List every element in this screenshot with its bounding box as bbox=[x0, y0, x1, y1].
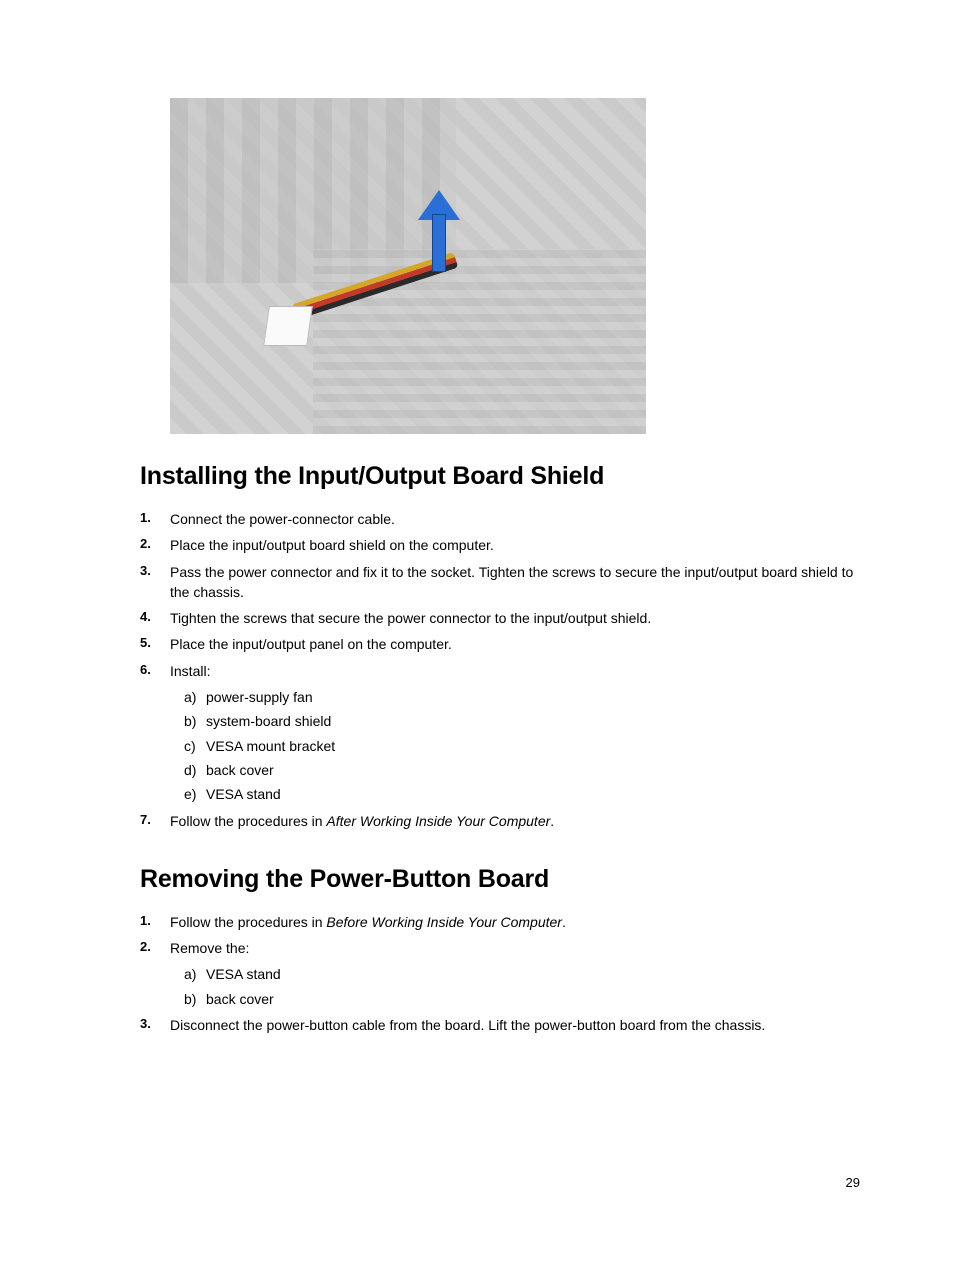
substeps-list: a) power-supply fan b) system-board shie… bbox=[184, 687, 860, 804]
substep-text: VESA stand bbox=[206, 786, 281, 802]
section-heading-install-io-shield: Installing the Input/Output Board Shield bbox=[140, 462, 860, 491]
step-text: Install: bbox=[170, 663, 210, 679]
step-number: 3. bbox=[140, 562, 151, 581]
step-number: 2. bbox=[140, 938, 151, 957]
substep-text: back cover bbox=[206, 991, 274, 1007]
step-item: 5. Place the input/output panel on the c… bbox=[140, 634, 860, 654]
substep-item: e) VESA stand bbox=[184, 784, 860, 804]
substep-item: c) VESA mount bracket bbox=[184, 736, 860, 756]
motherboard-figure bbox=[170, 98, 646, 434]
step-text: Place the input/output board shield on t… bbox=[170, 537, 494, 553]
step-text: Connect the power-connector cable. bbox=[170, 511, 395, 527]
step-text: Pass the power connector and fix it to t… bbox=[170, 564, 853, 600]
substep-letter: b) bbox=[184, 711, 196, 731]
step-text-before: Follow the procedures in bbox=[170, 914, 326, 930]
step-item: 2. Place the input/output board shield o… bbox=[140, 535, 860, 555]
step-number: 6. bbox=[140, 661, 151, 680]
substep-item: a) VESA stand bbox=[184, 964, 860, 984]
page-content: Installing the Input/Output Board Shield… bbox=[0, 0, 954, 1081]
steps-list-install: 1. Connect the power-connector cable. 2.… bbox=[140, 509, 860, 831]
substep-letter: d) bbox=[184, 760, 196, 780]
step-number: 4. bbox=[140, 608, 151, 627]
substep-item: b) back cover bbox=[184, 989, 860, 1009]
step-item: 1. Follow the procedures in Before Worki… bbox=[140, 912, 860, 932]
substep-letter: c) bbox=[184, 736, 196, 756]
step-number: 1. bbox=[140, 912, 151, 931]
connector-illustration bbox=[263, 306, 313, 346]
substeps-list: a) VESA stand b) back cover bbox=[184, 964, 860, 1009]
substep-text: power-supply fan bbox=[206, 689, 313, 705]
page-number: 29 bbox=[846, 1175, 860, 1190]
step-number: 7. bbox=[140, 811, 151, 830]
step-item: 7. Follow the procedures in After Workin… bbox=[140, 811, 860, 831]
substep-letter: a) bbox=[184, 687, 196, 707]
step-text: Place the input/output panel on the comp… bbox=[170, 636, 452, 652]
step-text-before: Follow the procedures in bbox=[170, 813, 326, 829]
section-heading-remove-power-button: Removing the Power-Button Board bbox=[140, 865, 860, 894]
figure-texture bbox=[313, 249, 646, 434]
substep-text: back cover bbox=[206, 762, 274, 778]
step-number: 1. bbox=[140, 509, 151, 528]
step-item: 4. Tighten the screws that secure the po… bbox=[140, 608, 860, 628]
step-text: Follow the procedures in After Working I… bbox=[170, 813, 554, 829]
step-item: 3. Pass the power connector and fix it t… bbox=[140, 562, 860, 603]
step-text-after: . bbox=[550, 813, 554, 829]
substep-text: system-board shield bbox=[206, 713, 331, 729]
step-text-after: . bbox=[562, 914, 566, 930]
step-text: Disconnect the power-button cable from t… bbox=[170, 1017, 765, 1033]
cross-reference: After Working Inside Your Computer bbox=[326, 813, 550, 829]
step-text: Remove the: bbox=[170, 940, 249, 956]
step-item: 2. Remove the: a) VESA stand b) back cov… bbox=[140, 938, 860, 1009]
substep-letter: b) bbox=[184, 989, 196, 1009]
steps-list-remove: 1. Follow the procedures in Before Worki… bbox=[140, 912, 860, 1035]
step-item: 1. Connect the power-connector cable. bbox=[140, 509, 860, 529]
step-number: 5. bbox=[140, 634, 151, 653]
cross-reference: Before Working Inside Your Computer bbox=[326, 914, 562, 930]
substep-text: VESA mount bracket bbox=[206, 738, 335, 754]
step-item: 6. Install: a) power-supply fan b) syste… bbox=[140, 661, 860, 805]
step-number: 3. bbox=[140, 1015, 151, 1034]
step-text: Tighten the screws that secure the power… bbox=[170, 610, 651, 626]
substep-letter: a) bbox=[184, 964, 196, 984]
step-text: Follow the procedures in Before Working … bbox=[170, 914, 566, 930]
substep-text: VESA stand bbox=[206, 966, 281, 982]
substep-item: b) system-board shield bbox=[184, 711, 860, 731]
section-spacer bbox=[140, 837, 860, 859]
up-arrow-icon bbox=[422, 190, 456, 270]
substep-letter: e) bbox=[184, 784, 196, 804]
step-item: 3. Disconnect the power-button cable fro… bbox=[140, 1015, 860, 1035]
step-number: 2. bbox=[140, 535, 151, 554]
substep-item: d) back cover bbox=[184, 760, 860, 780]
substep-item: a) power-supply fan bbox=[184, 687, 860, 707]
